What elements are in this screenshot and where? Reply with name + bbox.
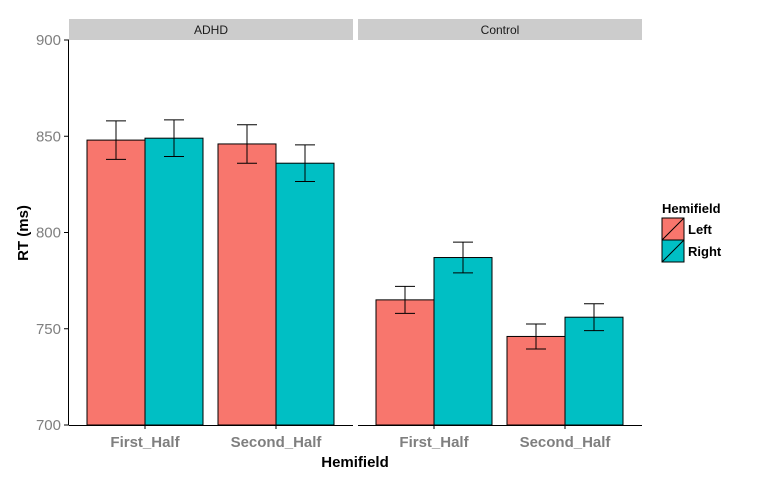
bar-left-first_half bbox=[375, 299, 435, 426]
facet-strip-label: Control bbox=[481, 23, 520, 37]
x-tick-label-first_half: First_Half bbox=[110, 434, 180, 451]
x-tick-label-second_half: Second_Half bbox=[231, 434, 323, 451]
facet-strip bbox=[358, 19, 642, 40]
y-axis-title: RT (ms) bbox=[15, 205, 32, 261]
facet-strip-label: ADHD bbox=[194, 23, 228, 37]
bar-left-second_half bbox=[506, 335, 566, 426]
legend: Hemifield Left Right bbox=[661, 201, 722, 263]
legend-label-right: Right bbox=[688, 244, 722, 259]
legend-key-slash bbox=[661, 217, 685, 241]
y-axis: 700 750 800 850 900 bbox=[36, 32, 69, 434]
bar-right-first_half bbox=[433, 257, 493, 426]
y-tick-label: 900 bbox=[36, 32, 61, 49]
bar-left-first_half bbox=[86, 139, 146, 426]
legend-label-left: Left bbox=[688, 222, 713, 237]
y-tick-label: 800 bbox=[36, 225, 61, 242]
y-tick-label: 700 bbox=[36, 417, 61, 434]
x-tick-label-second_half: Second_Half bbox=[520, 434, 612, 451]
facet-panel-adhd: ADHD First_Half Second_Half bbox=[69, 19, 353, 451]
facet-panel-control: Control First_Half Second_Half bbox=[358, 19, 642, 451]
panels-layer: ADHD First_Half Second_Half Control First_Ha… bbox=[69, 19, 642, 451]
bar-right-second_half bbox=[275, 162, 335, 426]
x-tick-label-first_half: First_Half bbox=[399, 434, 469, 451]
x-axis-title: Hemifield bbox=[321, 454, 389, 471]
y-tick-label: 850 bbox=[36, 128, 61, 145]
bar-left-second_half bbox=[217, 143, 277, 426]
bar-right-second_half bbox=[564, 316, 624, 426]
y-tick-label: 750 bbox=[36, 321, 61, 338]
bar-right-first_half bbox=[144, 137, 204, 426]
legend-key-slash bbox=[661, 239, 685, 263]
facet-strip bbox=[69, 19, 353, 40]
legend-title: Hemifield bbox=[662, 201, 721, 216]
